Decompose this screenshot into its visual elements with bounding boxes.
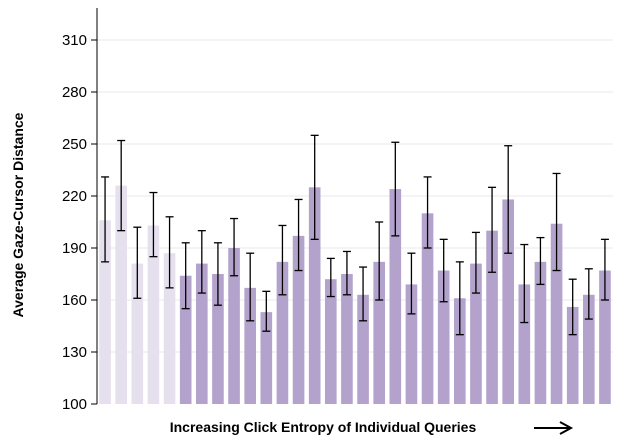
error-bar — [423, 176, 432, 249]
bar — [244, 287, 256, 404]
bar — [454, 298, 466, 404]
error-bar — [310, 134, 319, 240]
right-arrow-icon — [534, 421, 574, 435]
error-bar — [568, 278, 577, 336]
error-bar — [342, 250, 351, 296]
bar — [502, 199, 514, 404]
error-bar — [584, 268, 593, 320]
error-bar — [488, 186, 497, 273]
error-bar — [149, 191, 158, 258]
error-bar — [133, 226, 142, 299]
error-bar — [294, 198, 303, 272]
error-bar — [165, 216, 174, 289]
bar — [131, 263, 144, 404]
bar — [405, 284, 418, 404]
y-tick-label: 100 — [62, 396, 87, 413]
error-bar — [197, 230, 206, 294]
error-bars — [101, 134, 609, 336]
y-tick-label: 310 — [62, 32, 87, 49]
bar — [260, 312, 273, 404]
bar — [470, 263, 482, 404]
error-bar — [375, 221, 384, 301]
bar — [437, 270, 450, 404]
bar — [486, 230, 498, 404]
bar — [115, 185, 127, 404]
error-bar — [181, 242, 190, 310]
error-bar — [230, 217, 239, 277]
bar — [373, 261, 385, 404]
bar — [147, 225, 160, 404]
bar-series — [99, 185, 611, 404]
bar — [583, 294, 595, 404]
error-bar — [246, 252, 255, 322]
bar — [163, 253, 176, 404]
bar — [212, 274, 224, 404]
bar — [228, 248, 240, 404]
bar — [389, 189, 402, 404]
error-bar — [359, 266, 368, 322]
error-bar — [101, 176, 110, 263]
error-bar — [471, 231, 480, 294]
bar — [276, 261, 289, 404]
error-bar — [439, 238, 448, 303]
bar — [341, 274, 353, 404]
bar — [292, 235, 305, 404]
bar — [325, 279, 337, 404]
y-tick-label: 190 — [62, 240, 87, 257]
error-bar — [552, 172, 561, 272]
bar — [566, 306, 579, 404]
bar — [550, 223, 563, 404]
error-bar — [600, 238, 609, 301]
error-bar — [213, 242, 222, 306]
error-bar — [520, 243, 529, 324]
y-tick-label: 220 — [62, 188, 87, 205]
bar — [99, 220, 111, 404]
bar — [179, 275, 192, 404]
bar — [308, 187, 321, 404]
bar — [421, 213, 434, 404]
bar — [357, 294, 369, 404]
y-tick-label: 130 — [62, 344, 87, 361]
error-bar — [117, 139, 126, 232]
error-bar — [262, 290, 271, 332]
y-tick-label: 280 — [62, 84, 87, 101]
y-axis-title: Average Gaze-Cursor Distance — [10, 112, 26, 317]
error-bar — [536, 236, 545, 286]
error-bar — [407, 252, 416, 315]
bar — [518, 284, 531, 404]
y-tick-label: 250 — [62, 136, 87, 153]
error-bar — [391, 141, 400, 237]
bar — [599, 270, 611, 404]
x-axis-title: Increasing Click Entropy of Individual Q… — [170, 419, 477, 435]
error-bar — [504, 145, 513, 254]
y-axis-ticks: 100 130 160 190 220 250 280 310 — [62, 32, 97, 413]
error-bar — [326, 257, 335, 298]
bar — [534, 261, 547, 404]
bar — [196, 263, 208, 404]
error-bar — [278, 224, 287, 296]
y-tick-label: 160 — [62, 292, 87, 309]
error-bar — [455, 261, 464, 336]
